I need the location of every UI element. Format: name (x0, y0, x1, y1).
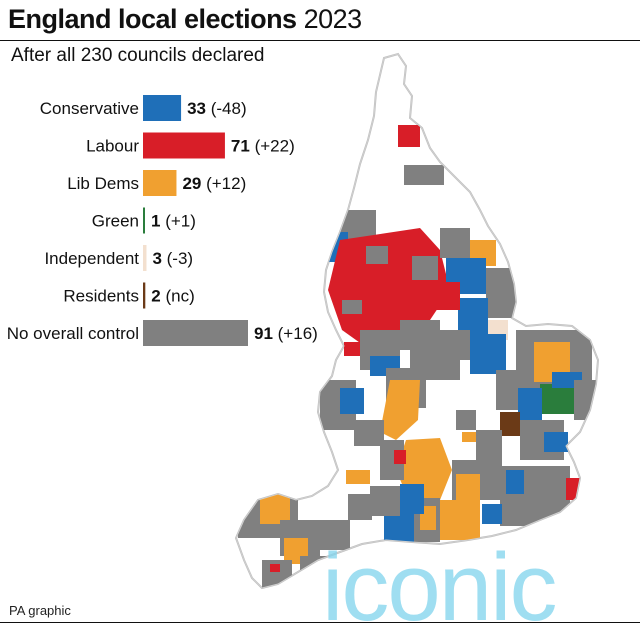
bar-green (143, 207, 145, 234)
chart-title: England local elections 2023 (8, 4, 362, 35)
value-number-conservative: 33 (187, 99, 206, 118)
value-label-independent: 3 (-3) (152, 249, 193, 268)
watermark-text: iconic (322, 540, 555, 628)
council-areas (238, 125, 598, 588)
value-number-lib-dems: 29 (182, 174, 201, 193)
category-label-no-overall-control: No overall control (7, 324, 139, 343)
value-number-green: 1 (151, 212, 160, 231)
chart-subtitle: After all 230 councils declared (11, 45, 265, 66)
value-label-green: 1 (+1) (151, 212, 196, 231)
value-label-conservative: 33 (-48) (187, 99, 247, 118)
value-number-residents: 2 (151, 287, 160, 306)
category-label-lib-dems: Lib Dems (67, 174, 139, 193)
title-main: England local elections (8, 4, 297, 34)
category-label-conservative: Conservative (40, 99, 139, 118)
value-number-independent: 3 (152, 249, 161, 268)
iconic-watermark: iconic (322, 540, 557, 628)
bar-no-overall-control (143, 320, 248, 346)
value-label-no-overall-control: 91 (+16) (254, 324, 318, 343)
bottom-rule (0, 622, 640, 623)
category-label-independent: Independent (44, 249, 139, 268)
category-label-residents: Residents (63, 287, 139, 306)
bar-lib-dems (143, 170, 177, 196)
bar-labour (143, 132, 225, 159)
value-number-no-overall-control: 91 (254, 324, 273, 343)
value-change-no-overall-control: (+16) (273, 324, 318, 343)
value-change-labour: (+22) (250, 137, 295, 156)
bar-independent (143, 245, 147, 271)
top-rule (0, 40, 640, 41)
bar-conservative (143, 95, 182, 121)
value-change-green: (+1) (160, 212, 195, 231)
value-number-labour: 71 (231, 137, 250, 156)
value-change-independent: (-3) (162, 249, 193, 268)
value-change-residents: (nc) (161, 287, 195, 306)
value-label-labour: 71 (+22) (231, 137, 295, 156)
value-change-lib-dems: (+12) (201, 174, 246, 193)
value-label-lib-dems: 29 (+12) (182, 174, 246, 193)
title-year: 2023 (303, 4, 363, 34)
value-label-residents: 2 (nc) (151, 287, 194, 306)
category-label-green: Green (92, 212, 139, 231)
bar-residents (143, 282, 146, 309)
value-change-conservative: (-48) (206, 99, 247, 118)
category-label-labour: Labour (86, 137, 139, 156)
footer-credit: PA graphic (9, 603, 71, 618)
